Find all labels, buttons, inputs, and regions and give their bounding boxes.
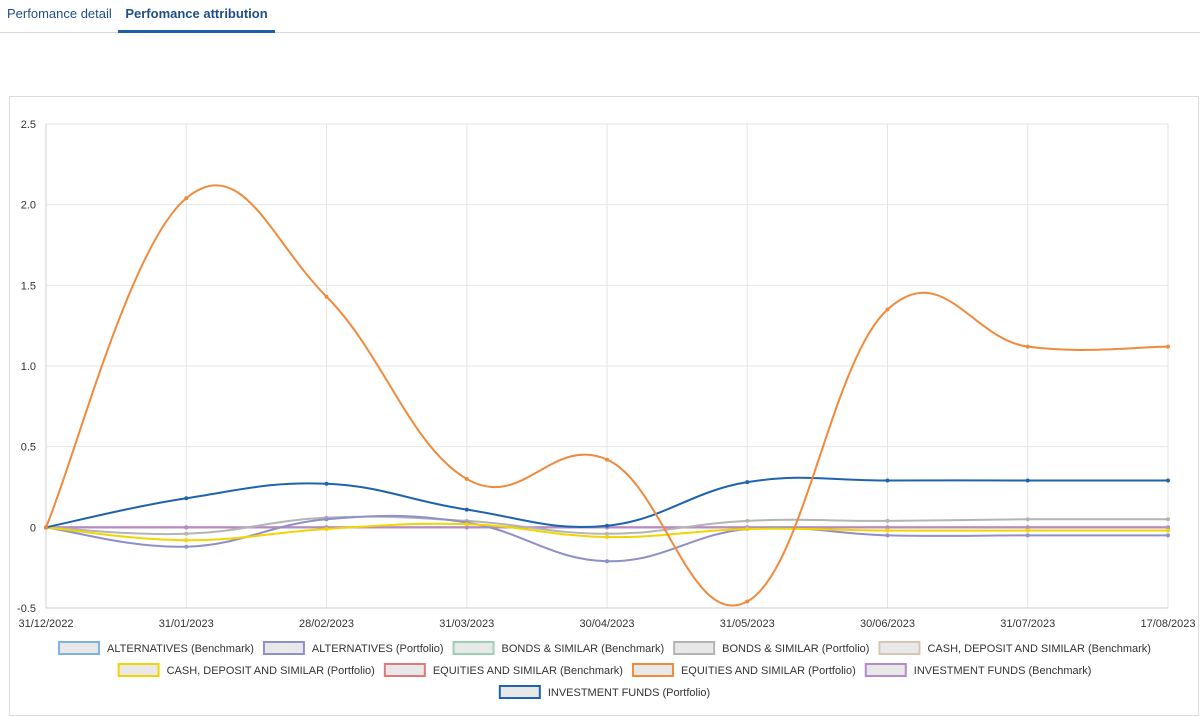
chart-panel: 2.5 2.0 1.5 1.0 0.5 0 -0.5 31/12/2022 31/01/2023… xyxy=(9,96,1199,716)
y-tick-label: 2.5 xyxy=(21,119,36,131)
data-point xyxy=(464,522,469,527)
legend-item[interactable]: CASH, DEPOSIT AND SIMILAR (Benchmark) xyxy=(878,641,1151,655)
legend-swatch xyxy=(117,663,160,677)
data-point xyxy=(605,535,609,540)
legend-swatch xyxy=(864,663,907,677)
data-point xyxy=(885,525,890,530)
legend-swatch xyxy=(631,663,674,677)
data-point xyxy=(1166,525,1170,530)
legend-item[interactable]: BONDS & SIMILAR (Portfolio) xyxy=(673,641,869,655)
data-point xyxy=(885,533,890,538)
data-point xyxy=(1025,517,1030,522)
legend-label: ALTERNATIVES (Portfolio) xyxy=(312,643,444,655)
legend-item[interactable]: EQUITIES AND SIMILAR (Benchmark) xyxy=(383,663,623,677)
legend-item[interactable]: EQUITIES AND SIMILAR (Portfolio) xyxy=(631,663,856,677)
data-point xyxy=(1166,478,1170,483)
data-point xyxy=(885,528,890,533)
legend-label: INVESTMENT FUNDS (Benchmark) xyxy=(914,665,1092,677)
x-tick-label: 31/07/2023 xyxy=(1000,618,1055,630)
legend-label: CASH, DEPOSIT AND SIMILAR (Portfolio) xyxy=(167,665,375,677)
data-point xyxy=(745,526,750,531)
legend-label: EQUITIES AND SIMILAR (Benchmark) xyxy=(433,665,623,677)
x-tick-label: 31/01/2023 xyxy=(159,618,214,630)
data-point xyxy=(464,525,469,530)
data-point xyxy=(605,559,609,564)
data-point xyxy=(605,531,609,536)
legend-swatch xyxy=(878,641,921,655)
legend-swatch xyxy=(452,641,495,655)
tab-performance-detail[interactable]: Perfomance detail xyxy=(7,6,112,21)
data-point xyxy=(1025,525,1030,530)
legend-label: INVESTMENT FUNDS (Portfolio) xyxy=(548,687,710,699)
legend-item[interactable]: CASH, DEPOSIT AND SIMILAR (Portfolio) xyxy=(117,663,375,677)
data-point xyxy=(184,496,189,501)
legend-label: ALTERNATIVES (Benchmark) xyxy=(107,643,254,655)
data-point xyxy=(324,517,329,522)
data-point xyxy=(324,526,329,531)
x-tick-label: 31/05/2023 xyxy=(720,618,775,630)
data-point xyxy=(1166,533,1170,538)
series-line xyxy=(45,184,1169,607)
tab-performance-attribution[interactable]: Perfomance attribution xyxy=(118,0,275,33)
legend-label: BONDS & SIMILAR (Benchmark) xyxy=(502,643,665,655)
data-point xyxy=(324,481,329,486)
y-tick-label: 2.0 xyxy=(21,200,36,212)
x-tick-label: 28/02/2023 xyxy=(299,618,354,630)
data-point xyxy=(745,518,750,523)
data-point xyxy=(605,457,609,462)
x-tick-label: 31/12/2022 xyxy=(18,618,73,630)
tab-bar: Perfomance detail Perfomance attribution xyxy=(0,0,1200,33)
data-point xyxy=(1025,533,1030,538)
data-point xyxy=(464,476,469,481)
y-tick-label: 0 xyxy=(30,522,36,534)
y-tick-label: -0.5 xyxy=(17,603,36,615)
data-point xyxy=(745,480,750,485)
data-point xyxy=(184,544,189,549)
data-point xyxy=(1166,528,1170,533)
data-point xyxy=(885,478,890,483)
data-point xyxy=(184,538,189,543)
legend-item[interactable]: BONDS & SIMILAR (Benchmark) xyxy=(452,641,665,655)
y-tick-label: 1.0 xyxy=(21,361,36,373)
data-point xyxy=(885,307,890,312)
legend-swatch xyxy=(383,663,426,677)
x-tick-label: 31/03/2023 xyxy=(439,618,494,630)
legend-swatch xyxy=(673,641,716,655)
legend-item[interactable]: INVESTMENT FUNDS (Benchmark) xyxy=(864,663,1092,677)
legend-swatch xyxy=(262,641,305,655)
data-point xyxy=(1166,517,1170,522)
legend-label: CASH, DEPOSIT AND SIMILAR (Benchmark) xyxy=(927,643,1151,655)
y-tick-label: 0.5 xyxy=(21,442,36,454)
series-7 xyxy=(44,184,1170,607)
data-point xyxy=(464,507,469,512)
x-tick-label: 17/08/2023 xyxy=(1140,618,1195,630)
x-tick-label: 30/06/2023 xyxy=(860,618,915,630)
data-point xyxy=(184,531,189,536)
data-point xyxy=(184,525,189,530)
data-point xyxy=(885,518,890,523)
data-point xyxy=(324,294,329,299)
data-point xyxy=(1025,478,1030,483)
x-tick-label: 30/04/2023 xyxy=(579,618,634,630)
legend-swatch xyxy=(498,685,541,699)
legend-swatch xyxy=(58,641,101,655)
legend-item[interactable]: INVESTMENT FUNDS (Portfolio) xyxy=(498,685,710,699)
data-point xyxy=(1166,344,1170,349)
data-point xyxy=(44,525,48,530)
line-chart: 2.5 2.0 1.5 1.0 0.5 0 -0.5 31/12/2022 31/01/2023… xyxy=(17,119,1196,699)
data-point xyxy=(1025,528,1030,533)
data-point xyxy=(1025,344,1030,349)
legend-item[interactable]: ALTERNATIVES (Portfolio) xyxy=(262,641,444,655)
legend-label: EQUITIES AND SIMILAR (Portfolio) xyxy=(681,665,856,677)
legend-label: BONDS & SIMILAR (Portfolio) xyxy=(722,643,869,655)
y-tick-label: 1.5 xyxy=(21,280,36,292)
data-point xyxy=(184,196,189,201)
legend-item[interactable]: ALTERNATIVES (Benchmark) xyxy=(58,641,254,655)
data-point xyxy=(605,523,609,528)
data-point xyxy=(745,599,750,604)
